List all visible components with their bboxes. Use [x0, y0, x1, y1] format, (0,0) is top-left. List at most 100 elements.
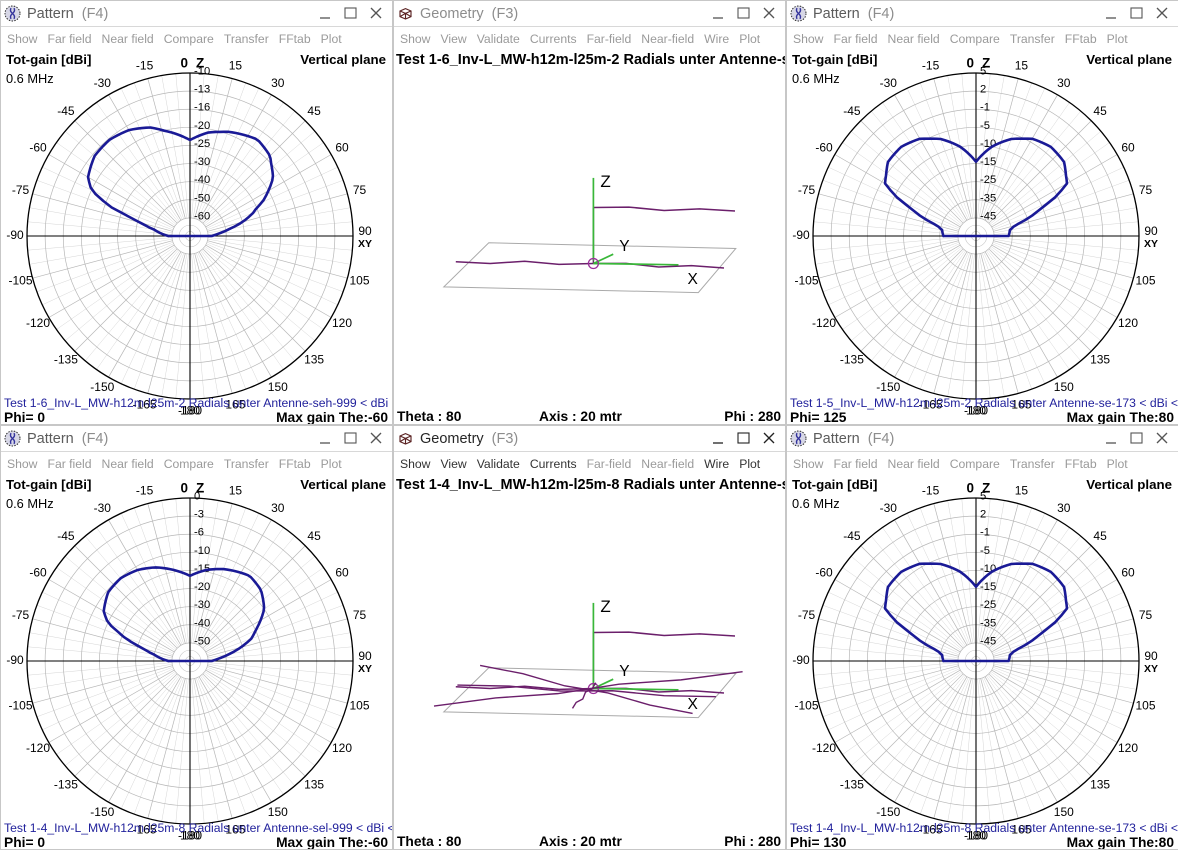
svg-text:120: 120	[1118, 741, 1138, 755]
svg-text:-30: -30	[194, 599, 210, 611]
svg-text:120: 120	[332, 741, 352, 755]
svg-text:-150: -150	[876, 380, 900, 394]
svg-text:15: 15	[1015, 59, 1029, 73]
svg-text:105: 105	[1135, 274, 1155, 288]
svg-text:-135: -135	[54, 777, 78, 791]
svg-text:Y: Y	[619, 663, 629, 680]
svg-text:-16: -16	[194, 102, 210, 114]
svg-text:-15: -15	[980, 156, 996, 168]
svg-text:X: X	[688, 696, 699, 713]
svg-text:-15: -15	[922, 484, 940, 498]
svg-text:15: 15	[229, 484, 243, 498]
svg-text:-45: -45	[980, 210, 996, 222]
svg-text:Z: Z	[600, 597, 610, 616]
svg-text:-50: -50	[194, 635, 210, 647]
svg-text:120: 120	[1118, 316, 1138, 330]
svg-text:-15: -15	[136, 484, 154, 498]
svg-text:30: 30	[271, 501, 285, 515]
svg-text:-45: -45	[57, 529, 75, 543]
svg-text:30: 30	[1057, 501, 1071, 515]
svg-text:120: 120	[332, 316, 352, 330]
svg-text:0: 0	[180, 481, 188, 496]
svg-text:-25: -25	[980, 174, 996, 186]
svg-text:-15: -15	[980, 581, 996, 593]
svg-text:-75: -75	[12, 183, 30, 197]
svg-text:75: 75	[1139, 183, 1153, 197]
svg-text:45: 45	[1093, 529, 1107, 543]
svg-text:-60: -60	[29, 565, 47, 579]
svg-text:30: 30	[1057, 76, 1071, 90]
svg-text:-15: -15	[922, 59, 940, 73]
svg-text:-30: -30	[880, 501, 898, 515]
svg-text:XY: XY	[1144, 238, 1158, 250]
svg-text:-40: -40	[194, 617, 210, 629]
svg-text:150: 150	[268, 380, 288, 394]
svg-text:15: 15	[229, 59, 243, 73]
svg-text:-75: -75	[798, 183, 816, 197]
svg-text:-45: -45	[980, 635, 996, 647]
svg-text:XY: XY	[358, 238, 372, 250]
svg-text:-60: -60	[815, 140, 833, 154]
svg-text:-135: -135	[54, 352, 78, 366]
svg-text:45: 45	[1093, 104, 1107, 118]
svg-text:-13: -13	[194, 84, 210, 96]
svg-text:-150: -150	[876, 805, 900, 819]
svg-text:-90: -90	[792, 228, 810, 242]
svg-text:-1: -1	[980, 102, 990, 114]
svg-text:Z: Z	[600, 172, 610, 191]
svg-text:60: 60	[1121, 565, 1135, 579]
svg-text:2: 2	[980, 84, 986, 96]
svg-text:150: 150	[1054, 805, 1074, 819]
svg-text:-35: -35	[980, 192, 996, 204]
svg-text:XY: XY	[358, 663, 372, 675]
svg-text:-120: -120	[26, 316, 50, 330]
svg-text:135: 135	[1090, 777, 1110, 791]
svg-text:-30: -30	[94, 76, 112, 90]
svg-text:105: 105	[349, 274, 369, 288]
svg-text:-105: -105	[8, 274, 32, 288]
svg-text:-1: -1	[980, 527, 990, 539]
svg-text:75: 75	[1139, 608, 1153, 622]
svg-text:135: 135	[304, 777, 324, 791]
svg-text:0: 0	[966, 56, 974, 71]
svg-text:-120: -120	[812, 316, 836, 330]
svg-text:-40: -40	[194, 174, 210, 186]
svg-text:5: 5	[980, 66, 986, 78]
svg-text:60: 60	[335, 565, 349, 579]
svg-text:60: 60	[1121, 140, 1135, 154]
svg-text:105: 105	[349, 699, 369, 713]
svg-text:-45: -45	[843, 104, 861, 118]
svg-text:105: 105	[1135, 699, 1155, 713]
svg-text:-30: -30	[94, 501, 112, 515]
svg-text:-5: -5	[980, 545, 990, 557]
svg-text:-90: -90	[792, 653, 810, 667]
svg-text:75: 75	[353, 608, 367, 622]
svg-text:-30: -30	[880, 76, 898, 90]
svg-text:-10: -10	[194, 66, 210, 78]
svg-text:-90: -90	[6, 228, 24, 242]
svg-text:30: 30	[271, 76, 285, 90]
svg-text:XY: XY	[1144, 663, 1158, 675]
svg-text:-25: -25	[980, 599, 996, 611]
svg-text:90: 90	[1144, 649, 1158, 663]
svg-text:X: X	[688, 271, 699, 288]
svg-text:135: 135	[1090, 352, 1110, 366]
svg-text:-15: -15	[136, 59, 154, 73]
svg-text:45: 45	[307, 529, 321, 543]
svg-text:-50: -50	[194, 192, 210, 204]
svg-text:90: 90	[358, 649, 372, 663]
svg-text:-105: -105	[794, 699, 818, 713]
svg-text:-120: -120	[26, 741, 50, 755]
svg-text:0: 0	[180, 56, 188, 71]
svg-text:-60: -60	[29, 140, 47, 154]
svg-text:-135: -135	[840, 777, 864, 791]
svg-text:0: 0	[194, 491, 200, 503]
svg-text:60: 60	[335, 140, 349, 154]
svg-text:-105: -105	[8, 699, 32, 713]
svg-text:-3: -3	[194, 509, 204, 521]
svg-text:150: 150	[268, 805, 288, 819]
svg-text:-75: -75	[12, 608, 30, 622]
svg-text:-45: -45	[843, 529, 861, 543]
svg-text:-25: -25	[194, 138, 210, 150]
svg-text:Y: Y	[619, 238, 629, 255]
